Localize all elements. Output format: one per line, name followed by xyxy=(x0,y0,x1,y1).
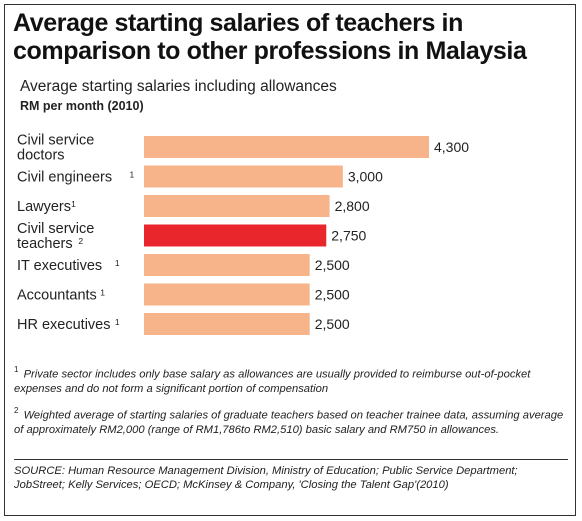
category-label-2-line-0: Lawyers xyxy=(17,199,71,215)
bar-0 xyxy=(144,136,429,158)
category-label-1-line-0: Civil engineers xyxy=(17,170,112,186)
bar-2 xyxy=(144,195,330,217)
footnote-2-text: Weighted average of starting salaries of… xyxy=(14,409,564,436)
bar-value-label-1: 3,000 xyxy=(348,169,383,185)
chart-frame xyxy=(4,4,576,516)
footnote-2-marker: 2 xyxy=(14,406,19,415)
chart-title: Average starting salaries of teachers in… xyxy=(13,9,527,65)
category-footnote-marker-4: 1 xyxy=(115,258,120,268)
category-footnote-marker-5: 1 xyxy=(100,288,105,298)
category-label-5-line-0: Accountants xyxy=(17,288,97,304)
category-footnote-marker-2: 1 xyxy=(71,199,76,209)
bar-value-label-0: 4,300 xyxy=(434,139,469,155)
category-label-3-line-1: teachers xyxy=(17,236,73,252)
bar-5 xyxy=(144,283,310,306)
category-label-3-line-0: Civil service xyxy=(17,221,94,237)
bar-value-label-3: 2,750 xyxy=(331,228,366,244)
source-note: SOURCE: Human Resource Management Divisi… xyxy=(14,465,518,491)
category-footnote-marker-6: 1 xyxy=(115,317,120,327)
bar-value-label-4: 2,500 xyxy=(315,257,350,273)
bar-value-label-5: 2,500 xyxy=(315,287,350,303)
bar-value-label-6: 2,500 xyxy=(315,316,350,332)
footnote-2: 2 Weighted average of starting salaries … xyxy=(14,405,568,437)
category-footnote-marker-1: 1 xyxy=(130,170,135,180)
category-label-0-line-0: Civil service xyxy=(17,133,94,149)
bar-6 xyxy=(144,313,310,335)
footnote-1: 1 Private sector includes only base sala… xyxy=(14,364,568,396)
bar-4 xyxy=(144,254,310,276)
bar-1 xyxy=(144,165,343,188)
category-footnote-marker-3: 2 xyxy=(78,236,83,246)
footnote-1-marker: 1 xyxy=(14,365,19,374)
category-label-0-line-1: doctors xyxy=(17,148,65,164)
source-divider xyxy=(14,459,568,460)
unit-label: RM per month (2010) xyxy=(20,99,144,113)
chart-subtitle: Average starting salaries including allo… xyxy=(20,78,337,95)
bar-value-label-2: 2,800 xyxy=(335,198,370,214)
footnote-1-text: Private sector includes only base salary… xyxy=(14,368,531,395)
category-label-4-line-0: IT executives xyxy=(17,258,102,274)
category-label-6-line-0: HR executives xyxy=(17,317,110,333)
bar-3 xyxy=(144,224,327,247)
